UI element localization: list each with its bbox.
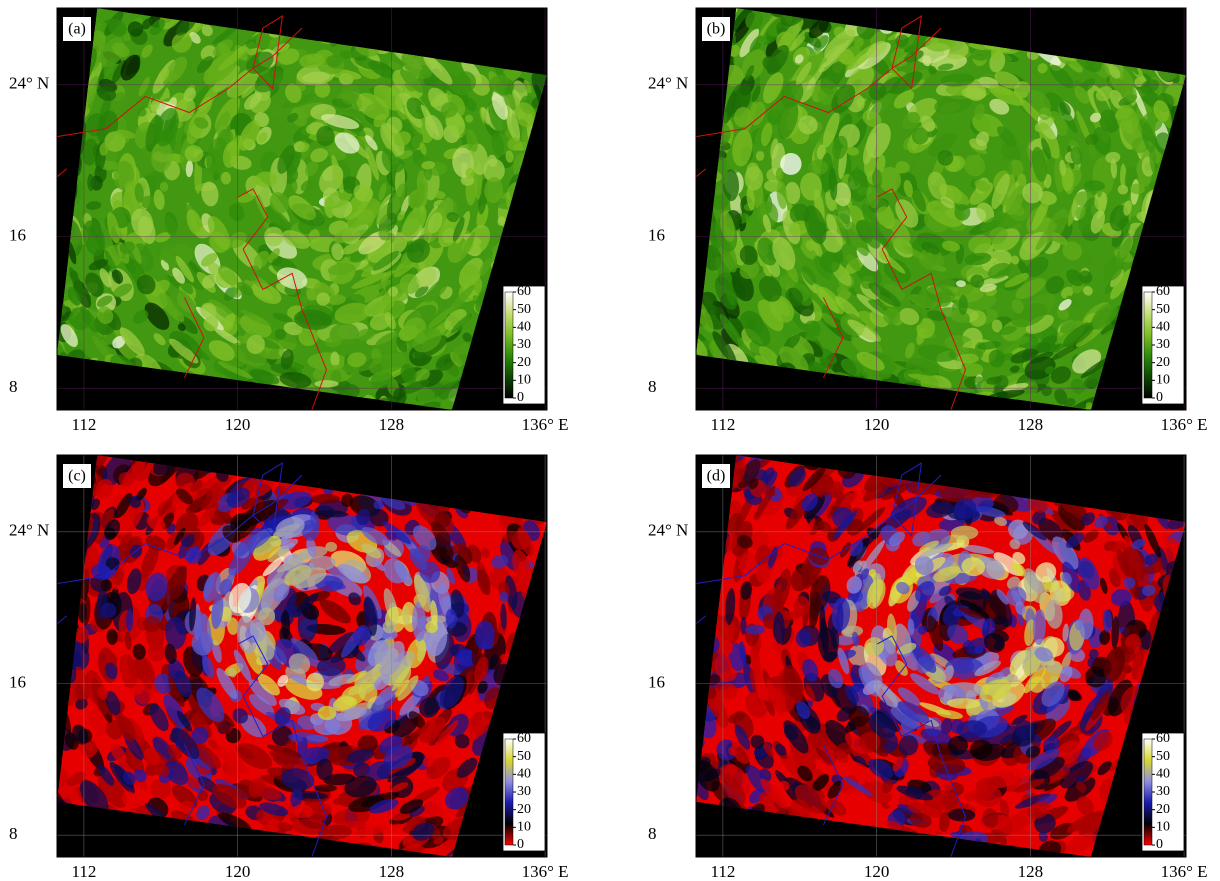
colorbar-unit: μm xyxy=(1152,714,1172,730)
x-tick-label: 136° E xyxy=(522,415,569,434)
map-panel: 112 120 128 136° E 8 16 24° N (c) μm 0 10 20 30 40 50 6… xyxy=(9,437,569,881)
y-tick-label: 8 xyxy=(648,824,657,843)
cloud-texture xyxy=(819,605,825,642)
panel-label: (c) xyxy=(68,468,86,485)
x-tick-label: 120 xyxy=(225,415,251,434)
y-tick-label: 8 xyxy=(9,377,18,396)
x-tick-label: 136° E xyxy=(522,862,569,881)
panel-label: (d) xyxy=(707,468,726,485)
colorbar-tick-label: 60 xyxy=(1156,284,1170,299)
x-tick-label: 120 xyxy=(864,415,890,434)
y-tick-label: 24° N xyxy=(648,74,688,93)
colorbar-tick-label: 20 xyxy=(517,802,531,817)
colorbar-tick-label: 30 xyxy=(1156,337,1170,352)
colorbar-tick-label: 20 xyxy=(1156,802,1170,817)
colorbar-tick-label: 0 xyxy=(1156,837,1163,852)
x-tick-label: 128 xyxy=(379,862,405,881)
map-panel: 112 120 128 136° E 8 16 24° N (d) μm 0 10 20 30 40 50 6… xyxy=(648,438,1208,881)
cloud-texture xyxy=(314,380,338,387)
x-tick-label: 128 xyxy=(1018,862,1044,881)
y-tick-label: 16 xyxy=(648,672,665,691)
cloud-texture xyxy=(745,166,764,190)
colorbar-tick-label: 40 xyxy=(1156,320,1170,335)
y-tick-label: 24° N xyxy=(9,521,49,540)
colorbar-tick-label: 40 xyxy=(1156,767,1170,782)
colorbar-tick-label: 0 xyxy=(517,837,524,852)
colorbar-tick-label: 20 xyxy=(1156,355,1170,370)
colorbar-tick-label: 60 xyxy=(1156,731,1170,746)
colorbar-tick-label: 60 xyxy=(517,731,531,746)
x-tick-label: 112 xyxy=(710,415,735,434)
x-tick-label: 120 xyxy=(864,862,890,881)
x-tick-label: 112 xyxy=(71,862,96,881)
colorbar-tick-label: 40 xyxy=(517,767,531,782)
colorbar-strip xyxy=(1144,292,1152,398)
colorbar-tick-label: 50 xyxy=(517,749,531,764)
colorbar-tick-label: 30 xyxy=(1156,784,1170,799)
cloud-texture xyxy=(143,616,161,632)
panel-label: (a) xyxy=(68,21,86,38)
colorbar-tick-label: 50 xyxy=(1156,302,1170,317)
colorbar-tick-label: 60 xyxy=(517,284,531,299)
cloud-texture xyxy=(854,167,860,187)
x-tick-label: 136° E xyxy=(1161,415,1208,434)
colorbar-tick-label: 0 xyxy=(517,390,524,405)
x-tick-label: 112 xyxy=(710,862,735,881)
colorbar-strip xyxy=(505,739,513,845)
map-panel: 112 120 128 136° E 8 16 24° N (a) μm 0 10 20 30 40 50 6… xyxy=(9,0,569,434)
cloud-texture xyxy=(1075,619,1083,630)
colorbar-unit: μm xyxy=(513,267,533,283)
colorbar-tick-label: 20 xyxy=(517,355,531,370)
cloud-texture xyxy=(318,706,337,720)
colorbar-tick-label: 30 xyxy=(517,784,531,799)
colorbar-tick-label: 0 xyxy=(1156,390,1163,405)
colorbar-tick-label: 40 xyxy=(517,320,531,335)
y-tick-label: 16 xyxy=(9,225,26,244)
colorbar-tick-label: 10 xyxy=(1156,820,1170,835)
map-panel: 112 120 128 136° E 8 16 24° N (b) μm 0 10 20 30 40 50 6… xyxy=(648,0,1208,434)
y-tick-label: 24° N xyxy=(648,521,688,540)
colorbar-tick-label: 50 xyxy=(517,302,531,317)
colorbar-tick-label: 30 xyxy=(517,337,531,352)
colorbar-tick-label: 10 xyxy=(1156,373,1170,388)
y-tick-label: 8 xyxy=(9,824,18,843)
y-tick-label: 24° N xyxy=(9,74,49,93)
x-tick-label: 128 xyxy=(379,415,405,434)
colorbar-tick-label: 10 xyxy=(517,820,531,835)
x-tick-label: 128 xyxy=(1018,415,1044,434)
colorbar-strip xyxy=(1144,739,1152,845)
x-tick-label: 136° E xyxy=(1161,862,1208,881)
y-tick-label: 16 xyxy=(9,672,26,691)
colorbar-tick-label: 50 xyxy=(1156,749,1170,764)
colorbar-unit: μm xyxy=(1152,267,1172,283)
colorbar-unit: μm xyxy=(513,714,533,730)
y-tick-label: 8 xyxy=(648,377,657,396)
panel-label: (b) xyxy=(707,21,726,38)
x-tick-label: 112 xyxy=(71,415,96,434)
cloud-texture xyxy=(954,498,976,519)
x-tick-label: 120 xyxy=(225,862,251,881)
colorbar-tick-label: 10 xyxy=(517,373,531,388)
y-tick-label: 16 xyxy=(648,225,665,244)
colorbar-strip xyxy=(505,292,513,398)
